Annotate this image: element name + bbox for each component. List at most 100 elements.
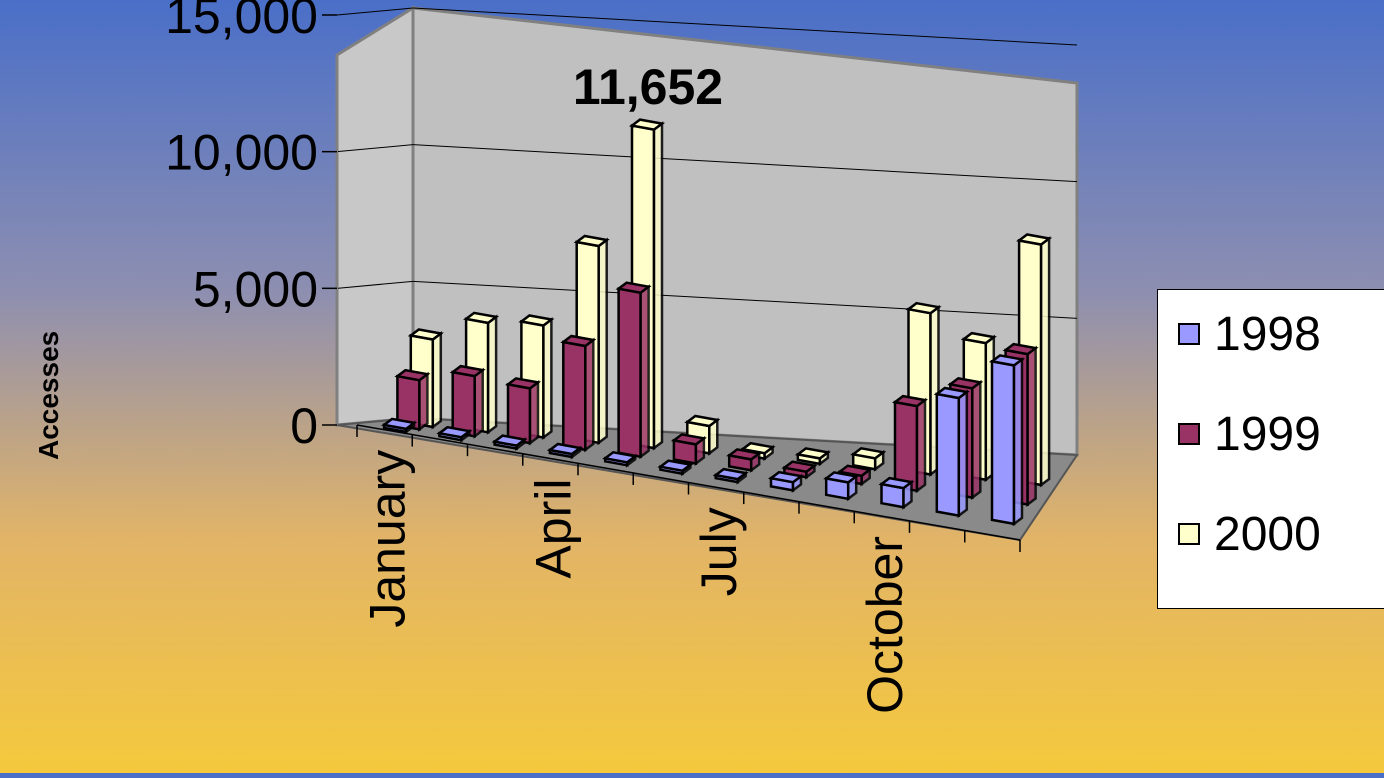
- bar-1998-May: [602, 450, 639, 468]
- legend-swatch: [1178, 523, 1200, 545]
- bar-1998-November: [933, 386, 970, 519]
- bar-top: [891, 394, 929, 408]
- x-tick-label: October: [857, 536, 913, 714]
- bar-top: [933, 386, 970, 400]
- bar-1998-February: [436, 425, 473, 443]
- bar-1998-March: [491, 434, 528, 452]
- bar-side: [957, 389, 969, 519]
- bar-1999-May: [615, 281, 652, 460]
- bar-top: [836, 464, 873, 478]
- bar-1998-September: [823, 471, 860, 502]
- bar-top: [573, 234, 610, 248]
- bar-side: [473, 367, 484, 439]
- bar-top: [850, 446, 887, 460]
- bar-side: [486, 314, 498, 435]
- legend-item-1999: 1999: [1178, 404, 1321, 464]
- bar-top: [960, 331, 997, 345]
- bar-top: [560, 334, 597, 348]
- bar-top: [670, 433, 707, 446]
- bar-top: [878, 476, 915, 490]
- bar-front: [451, 370, 476, 438]
- bar-1998-June: [657, 459, 694, 477]
- bar-side: [652, 121, 664, 451]
- bar-top: [947, 376, 984, 390]
- bar-top: [823, 471, 860, 484]
- y-tick-label: 10,000: [165, 125, 318, 181]
- bar-top: [602, 450, 639, 464]
- bar-1999-March: [504, 377, 542, 446]
- bar-top: [712, 467, 749, 481]
- bar-top: [684, 414, 721, 428]
- bar-1998-December: [988, 354, 1026, 527]
- legend-swatch: [1178, 423, 1200, 445]
- y-axis: 15,000 10,000 5,000 0: [165, 0, 338, 454]
- bar-top: [491, 434, 528, 447]
- y-axis-label: Accesses: [33, 331, 64, 460]
- bar-side: [431, 331, 443, 430]
- bar-top: [615, 281, 652, 295]
- bar-front: [562, 340, 587, 452]
- bar-top: [1016, 233, 1053, 246]
- bar-front: [617, 287, 642, 459]
- bar-top: [518, 314, 555, 327]
- bar-top: [988, 354, 1026, 367]
- bar-top: [394, 368, 431, 382]
- bar-side: [915, 397, 927, 494]
- bar-side: [971, 379, 982, 501]
- bar-top: [449, 364, 486, 378]
- bar-1998-August: [767, 470, 805, 493]
- bar-side: [418, 371, 429, 432]
- bar-front: [506, 382, 532, 445]
- bar-2000-September: [850, 446, 887, 472]
- legend-label: 1999: [1214, 407, 1321, 461]
- y-tick-label: 0: [290, 398, 318, 454]
- bar-1999-February: [449, 364, 486, 439]
- bar-top: [407, 328, 444, 341]
- bar-1999-April: [560, 334, 597, 453]
- x-axis: January April July October: [356, 424, 1021, 714]
- legend-item-2000: 2000: [1178, 504, 1321, 564]
- y-tick-label: 5,000: [193, 261, 318, 317]
- bar-front: [893, 400, 919, 493]
- bar-top: [905, 301, 942, 315]
- bar-1998-October: [878, 476, 915, 510]
- bar-front: [990, 359, 1016, 526]
- legend-label: 1998: [1214, 307, 1321, 361]
- bar-1999-October: [891, 394, 929, 494]
- bar-2000-August: [794, 447, 831, 467]
- bar-top: [628, 118, 666, 131]
- bar-side: [1026, 345, 1037, 507]
- bar-top: [781, 460, 818, 474]
- legend-swatch: [1178, 323, 1200, 345]
- legend: 1998 1999 2000: [1157, 289, 1384, 609]
- x-tick-label: July: [691, 507, 747, 596]
- bar-front: [935, 392, 961, 518]
- bar-1998-April: [546, 442, 583, 460]
- legend-label: 2000: [1214, 507, 1321, 561]
- bar-1998-January: [381, 417, 418, 435]
- y-tick-label: 15,000: [165, 0, 318, 44]
- bar-side: [528, 379, 540, 446]
- bar-side: [597, 237, 608, 446]
- bar-side: [542, 317, 553, 440]
- bar-side: [639, 284, 650, 460]
- bar-top: [767, 470, 805, 484]
- bar-side: [1039, 236, 1051, 488]
- bar-top: [546, 442, 583, 456]
- bar-top: [381, 417, 418, 431]
- bar-top: [726, 448, 763, 461]
- peak-annotation: 11,652: [573, 59, 723, 115]
- bar-side: [1012, 356, 1024, 527]
- bar-top: [463, 311, 500, 325]
- bar-side: [584, 337, 595, 453]
- bar-top: [1002, 342, 1039, 356]
- gridlines: [336, 7, 1078, 319]
- bar-1999-July: [726, 448, 763, 473]
- legend-item-1998: 1998: [1178, 304, 1321, 364]
- x-tick-label: April: [525, 479, 581, 579]
- bar-top: [794, 447, 831, 460]
- bars: [381, 118, 1053, 527]
- bar-top: [657, 459, 694, 473]
